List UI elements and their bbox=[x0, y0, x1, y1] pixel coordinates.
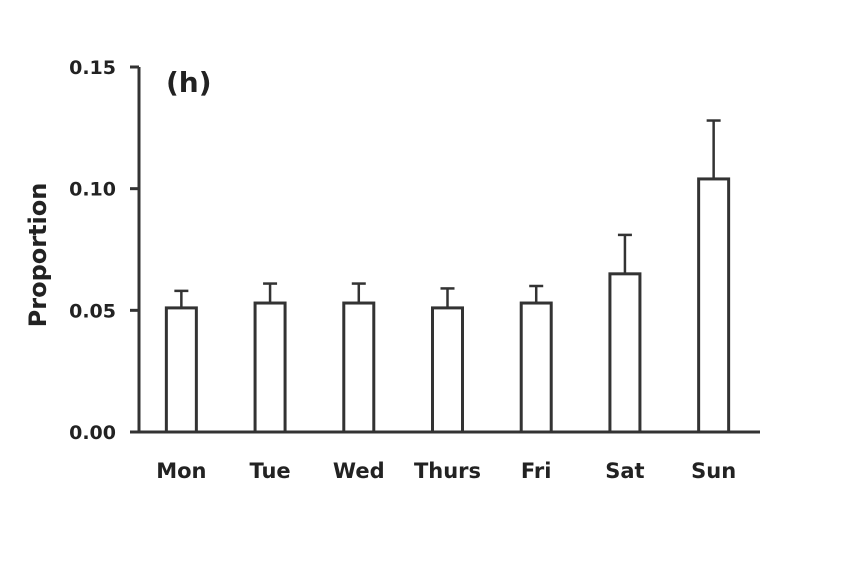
bar bbox=[253, 301, 287, 434]
x-tick-label: Sat bbox=[605, 459, 644, 483]
y-tick-label: 0.05 bbox=[69, 300, 116, 322]
bar bbox=[697, 177, 731, 434]
panel-label: (h) bbox=[166, 66, 212, 99]
x-axis: Mon Tue Wed Thurs Fri Sat Sun bbox=[131, 430, 760, 483]
y-axis: 0.00 0.05 0.10 0.15 bbox=[69, 57, 141, 444]
x-tick-label: Fri bbox=[521, 459, 552, 483]
bar bbox=[608, 272, 642, 434]
x-tick-label: Sun bbox=[691, 459, 736, 483]
bars bbox=[164, 119, 731, 434]
x-tick-label: Thurs bbox=[414, 459, 481, 483]
y-axis-label: Proportion bbox=[24, 183, 52, 328]
y-tick-label: 0.00 bbox=[69, 422, 116, 444]
x-tick-label: Tue bbox=[249, 459, 290, 483]
bar bbox=[164, 306, 198, 434]
bar bbox=[342, 301, 376, 434]
bar bbox=[519, 301, 553, 434]
y-tick-label: 0.10 bbox=[69, 179, 116, 201]
x-tick-label: Mon bbox=[156, 459, 206, 483]
bar bbox=[431, 306, 464, 434]
y-tick-label: 0.15 bbox=[69, 57, 116, 79]
x-tick-label: Wed bbox=[333, 459, 385, 483]
